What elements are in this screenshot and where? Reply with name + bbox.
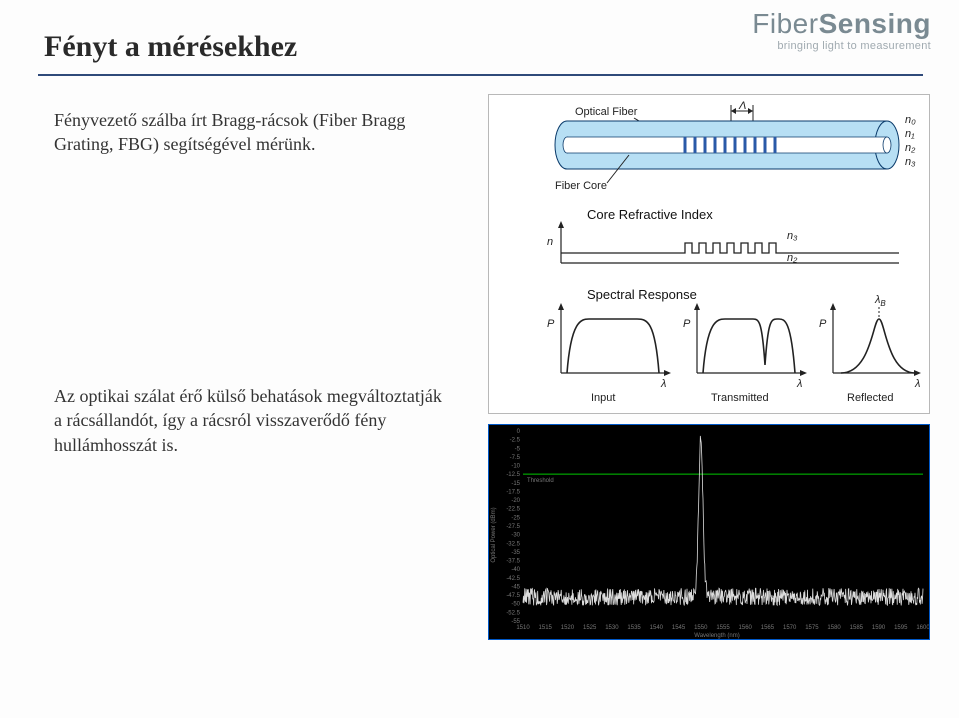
svg-text:1550: 1550 [694, 625, 708, 631]
svg-text:1570: 1570 [783, 625, 797, 631]
label-spectral-response: Spectral Response [587, 287, 697, 302]
svg-text:1590: 1590 [872, 625, 886, 631]
label-core-refractive: Core Refractive Index [587, 207, 713, 222]
label-transmitted: Transmitted [711, 392, 769, 404]
label-n2-plot: n₂ [787, 252, 798, 264]
svg-text:-7.5: -7.5 [510, 455, 521, 461]
label-lambda3: λ [914, 378, 920, 390]
label-n3: n₃ [905, 156, 916, 168]
label-n0: n₀ [905, 114, 916, 126]
label-p3: P [819, 318, 827, 330]
svg-text:-40: -40 [511, 567, 520, 573]
svg-text:1560: 1560 [739, 625, 753, 631]
label-n3-plot: n₃ [787, 230, 798, 242]
svg-text:-30: -30 [511, 533, 520, 539]
paragraph-1: Fényvezető szálba írt Bragg-rácsok (Fibe… [54, 108, 434, 157]
svg-text:1565: 1565 [761, 625, 775, 631]
label-lambda-b: λB [874, 294, 886, 308]
svg-text:-35: -35 [511, 550, 520, 556]
svg-text:1540: 1540 [650, 625, 664, 631]
label-n2: n₂ [905, 142, 916, 154]
slide-title: Fényt a mérésekhez [44, 30, 297, 64]
svg-text:1585: 1585 [850, 625, 864, 631]
label-optical-fiber: Optical Fiber [575, 106, 638, 118]
svg-text:-20: -20 [511, 498, 520, 504]
svg-text:-45: -45 [511, 584, 520, 590]
svg-text:-52.5: -52.5 [506, 610, 520, 616]
svg-text:-37.5: -37.5 [506, 559, 520, 565]
svg-text:1525: 1525 [583, 625, 597, 631]
y-axis-label: Optical Power (dBm) [491, 507, 497, 562]
svg-text:1510: 1510 [516, 625, 530, 631]
brand-logo: FiberSensing bringing light to measureme… [752, 8, 931, 52]
svg-text:-42.5: -42.5 [506, 576, 520, 582]
paragraph-2: Az optikai szálat érő külső behatások me… [54, 384, 454, 457]
label-n: n [547, 236, 553, 248]
svg-text:-15: -15 [511, 481, 520, 487]
svg-text:-32.5: -32.5 [506, 541, 520, 547]
svg-text:-47.5: -47.5 [506, 593, 520, 599]
svg-text:1515: 1515 [539, 625, 553, 631]
svg-text:1530: 1530 [605, 625, 619, 631]
x-axis-label: Wavelength (nm) [694, 633, 739, 639]
label-n1: n₁ [905, 128, 915, 140]
svg-text:1545: 1545 [672, 625, 686, 631]
svg-text:-50: -50 [511, 602, 520, 608]
svg-text:-17.5: -17.5 [506, 489, 520, 495]
threshold-label: Threshold [527, 478, 554, 484]
svg-text:-27.5: -27.5 [506, 524, 520, 530]
title-underline [38, 74, 923, 76]
svg-text:1575: 1575 [805, 625, 819, 631]
svg-text:-2.5: -2.5 [510, 438, 521, 444]
label-lambda2: λ [796, 378, 802, 390]
svg-text:-22.5: -22.5 [506, 507, 520, 513]
svg-text:-5: -5 [515, 446, 521, 452]
svg-text:1520: 1520 [561, 625, 575, 631]
logo-text-thin: Fiber [752, 8, 818, 39]
logo-tagline: bringing light to measurement [752, 40, 931, 52]
label-reflected: Reflected [847, 392, 893, 404]
logo-text-bold: Sensing [819, 8, 931, 39]
svg-text:1600: 1600 [916, 625, 929, 631]
fbg-diagram-svg: Optical Fiber Λ [489, 95, 929, 413]
svg-text:-10: -10 [511, 464, 520, 470]
svg-text:1580: 1580 [827, 625, 841, 631]
svg-text:-12.5: -12.5 [506, 472, 520, 478]
spectrum-plot: 0-2.5-5-7.5-10-12.5-15-17.5-20-22.5-25-2… [488, 424, 930, 640]
svg-text:1595: 1595 [894, 625, 908, 631]
svg-text:-25: -25 [511, 515, 520, 521]
label-fiber-core: Fiber Core [555, 180, 607, 192]
label-p2: P [683, 318, 691, 330]
label-p1: P [547, 318, 555, 330]
fbg-diagram: Optical Fiber Λ [488, 94, 930, 414]
label-input: Input [591, 392, 615, 404]
svg-text:1555: 1555 [716, 625, 730, 631]
svg-text:1535: 1535 [627, 625, 641, 631]
spectrum-svg: 0-2.5-5-7.5-10-12.5-15-17.5-20-22.5-25-2… [489, 425, 929, 639]
label-lambda1: λ [660, 378, 666, 390]
label-lambda-period: Λ [738, 100, 746, 112]
